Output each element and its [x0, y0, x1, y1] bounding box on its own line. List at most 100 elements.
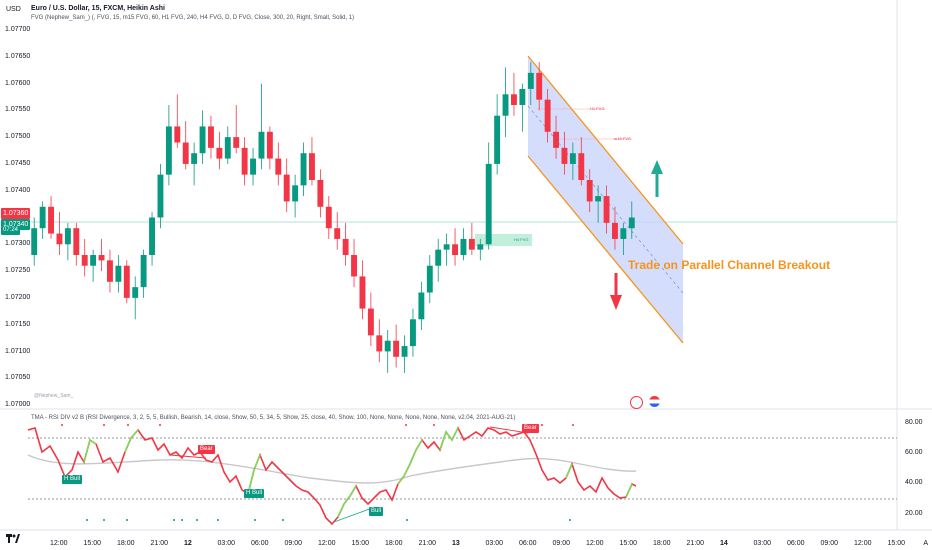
channel-lower-line[interactable] [527, 155, 684, 344]
bull-candle [140, 255, 147, 288]
alert-icon[interactable] [630, 396, 643, 409]
bear-candle [578, 153, 585, 180]
bear-candle [81, 255, 88, 266]
bull-candle [620, 228, 627, 239]
bull-candle [165, 126, 172, 175]
price-tick-label: 1.07050 [5, 374, 31, 382]
bull-candle [494, 115, 501, 164]
bear-candle [275, 158, 282, 175]
bear-candle [561, 147, 568, 164]
time-tick-label: 18:00 [117, 540, 135, 547]
bull-candle [258, 131, 265, 159]
bear-candle [309, 153, 315, 180]
rsi-tag-bear: Bear [522, 424, 539, 433]
time-tick-label: 18:00 [653, 540, 671, 547]
bear-candle [266, 131, 273, 159]
bull-candle [527, 72, 534, 89]
bear-candle [393, 340, 400, 357]
time-tick-label: 12:00 [854, 540, 872, 547]
m15-fvg-label: m15 FVG [614, 136, 632, 141]
bull-candle [460, 238, 467, 255]
bear-candle [241, 147, 248, 175]
bull-candle [595, 196, 602, 202]
bull-candle [410, 319, 416, 347]
rsi-tick-label: 20.00 [905, 510, 923, 517]
time-tick-label: 12 [184, 540, 192, 547]
price-tick-label: 1.07700 [5, 26, 31, 33]
bull-candle [401, 346, 408, 357]
time-tick-label: 13 [452, 540, 460, 547]
symbol-title[interactable]: Euro / U.S. Dollar, 15, FXCM, Heikin Ash… [31, 5, 165, 12]
rsi-tick-label: 60.00 [905, 449, 923, 456]
time-tick-label: 21:00 [418, 540, 437, 547]
us-flag-icon[interactable] [649, 396, 660, 407]
price-tick-label: 1.07150 [5, 320, 31, 328]
arrow-up-icon[interactable] [651, 160, 663, 197]
h4-fvg-label: H4 FVG [514, 237, 529, 242]
bull-candle [435, 249, 442, 266]
rsi-tag-bull: Bull [369, 507, 384, 516]
bear-candle [73, 228, 80, 255]
rsi-tick-label: 80.00 [905, 419, 923, 426]
auto-scale-button[interactable]: A [923, 540, 928, 547]
price-tick-label: 1.07100 [5, 347, 31, 355]
bull-candle [115, 265, 122, 282]
bull-candle [250, 158, 256, 175]
price-tick-label: 1.07550 [5, 106, 31, 114]
bear-candle [334, 228, 341, 239]
price-badge-last: 1.07360 [1, 208, 31, 219]
channel-upper-line[interactable] [527, 55, 684, 245]
bull-candle [443, 244, 450, 250]
bull-candle [224, 137, 231, 159]
bear-candle [586, 180, 593, 202]
bull-candle [191, 153, 198, 164]
price-tick-label: 1.07600 [5, 79, 31, 87]
arrow-down-icon[interactable] [610, 273, 622, 310]
bull-candle [292, 185, 299, 202]
currency-label: USD [6, 6, 21, 13]
bear-candle [182, 142, 189, 164]
fvg-indicator-legend[interactable]: FVG (Nephew_Sam_) (, FVG, 15, m15 FVG, 6… [31, 15, 355, 21]
price-tick-label: 1.07200 [5, 294, 31, 301]
rsi-line [27, 426, 637, 526]
rsi-ma-line [27, 454, 637, 484]
bear-candle [123, 265, 130, 298]
divergence-line-bull [333, 506, 376, 523]
tradingview-logo-icon[interactable] [6, 534, 20, 546]
bear-candle [351, 255, 357, 277]
bear-candle [359, 276, 366, 309]
divergence-line-bear [489, 426, 529, 434]
bull-candle [199, 126, 206, 154]
time-tick-label: 12:00 [318, 540, 336, 547]
bull-candle [157, 174, 164, 218]
bear-candle [376, 335, 383, 352]
rsi-signal-dots [61, 424, 574, 426]
price-badge-current: 1.07340 [1, 219, 31, 230]
time-tick-label: 15:00 [887, 540, 906, 547]
bear-candle [603, 196, 610, 223]
bear-candle [56, 233, 63, 245]
time-tick-label: 03:00 [217, 540, 236, 547]
time-tick-label: 12:00 [586, 540, 604, 547]
bull-candle [300, 153, 307, 186]
time-tick-label: 06:00 [519, 540, 537, 547]
price-tick-label: 1.07450 [5, 160, 31, 167]
bear-candle [452, 244, 458, 255]
price-tick-label: 1.07000 [5, 401, 31, 409]
rsi-indicator-legend[interactable]: TMA - RSI DIV v2 B (RSI Divergence, 3, 2… [31, 415, 516, 421]
time-tick-label: 21:00 [150, 540, 169, 547]
bear-candle [317, 180, 324, 207]
price-tick-label: 1.07650 [5, 52, 31, 60]
time-tick-label: 09:00 [284, 540, 303, 547]
bear-candle [98, 255, 105, 261]
bear-candle [174, 126, 181, 143]
time-tick-label: 15:00 [83, 540, 102, 547]
trade-note[interactable]: Trade on Parallel Channel Breakout [628, 258, 831, 272]
author-watermark: @Nephew_Sam_ [34, 393, 74, 399]
bull-candle [418, 292, 425, 320]
rsi-signal-dots-bull [86, 519, 571, 521]
price-tick-label: 1.07300 [5, 240, 31, 248]
bear-candle [216, 147, 223, 159]
bull-candle [502, 94, 509, 116]
